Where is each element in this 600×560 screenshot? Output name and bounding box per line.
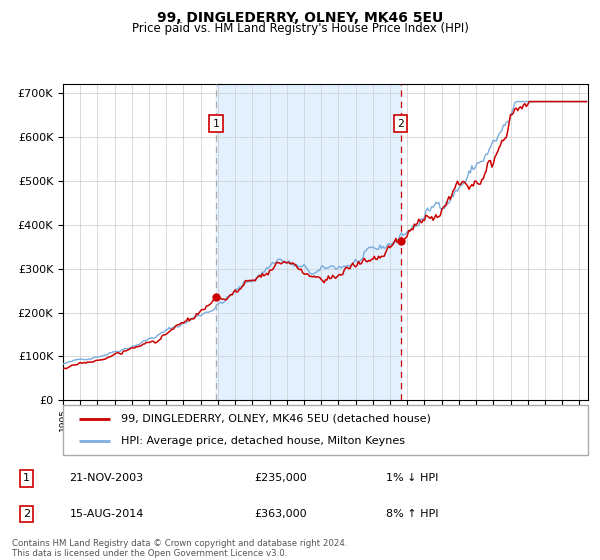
Text: 99, DINGLEDERRY, OLNEY, MK46 5EU (detached house): 99, DINGLEDERRY, OLNEY, MK46 5EU (detach… bbox=[121, 414, 431, 424]
Text: 1% ↓ HPI: 1% ↓ HPI bbox=[386, 473, 439, 483]
Text: 2: 2 bbox=[23, 509, 30, 519]
FancyBboxPatch shape bbox=[63, 405, 588, 455]
Text: Contains HM Land Registry data © Crown copyright and database right 2024.
This d: Contains HM Land Registry data © Crown c… bbox=[12, 539, 347, 558]
Text: 15-AUG-2014: 15-AUG-2014 bbox=[70, 509, 144, 519]
Text: 1: 1 bbox=[212, 119, 220, 129]
Text: £363,000: £363,000 bbox=[254, 509, 307, 519]
Text: Price paid vs. HM Land Registry's House Price Index (HPI): Price paid vs. HM Land Registry's House … bbox=[131, 22, 469, 35]
Text: 99, DINGLEDERRY, OLNEY, MK46 5EU: 99, DINGLEDERRY, OLNEY, MK46 5EU bbox=[157, 11, 443, 25]
Text: 8% ↑ HPI: 8% ↑ HPI bbox=[386, 509, 439, 519]
Text: 21-NOV-2003: 21-NOV-2003 bbox=[70, 473, 144, 483]
Text: 1: 1 bbox=[23, 473, 30, 483]
Text: £235,000: £235,000 bbox=[254, 473, 307, 483]
Text: 2: 2 bbox=[397, 119, 404, 129]
Text: HPI: Average price, detached house, Milton Keynes: HPI: Average price, detached house, Milt… bbox=[121, 436, 405, 446]
Bar bbox=[216, 84, 401, 400]
